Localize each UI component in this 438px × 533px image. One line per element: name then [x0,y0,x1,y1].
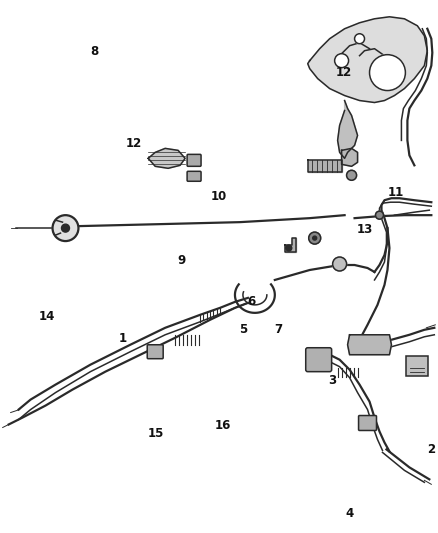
Polygon shape [285,238,296,252]
Circle shape [335,54,349,68]
Text: 5: 5 [239,322,247,336]
Circle shape [286,245,292,251]
Text: 12: 12 [336,66,352,79]
Circle shape [355,34,364,44]
Text: 13: 13 [357,223,373,236]
FancyBboxPatch shape [187,155,201,166]
Polygon shape [348,335,392,355]
Polygon shape [308,17,427,102]
Text: 6: 6 [247,295,256,308]
Circle shape [346,171,357,180]
Text: 11: 11 [388,185,404,199]
Polygon shape [342,148,357,166]
Text: 1: 1 [119,332,127,345]
Circle shape [53,215,78,241]
FancyBboxPatch shape [306,348,332,372]
Circle shape [61,224,70,232]
Circle shape [313,236,317,240]
Text: 12: 12 [126,137,142,150]
Circle shape [375,211,384,219]
Text: 8: 8 [90,45,99,58]
FancyBboxPatch shape [187,171,201,181]
Text: 10: 10 [211,190,227,203]
Circle shape [332,257,346,271]
Circle shape [370,55,406,91]
Text: 2: 2 [427,443,435,456]
Circle shape [309,232,321,244]
Text: 14: 14 [39,311,55,324]
Text: 4: 4 [346,507,354,520]
Polygon shape [338,101,357,158]
Text: 15: 15 [148,427,164,440]
FancyBboxPatch shape [359,416,377,431]
Polygon shape [308,160,342,172]
Text: 9: 9 [178,254,186,266]
Text: 7: 7 [274,322,282,336]
Text: 16: 16 [215,419,232,432]
FancyBboxPatch shape [406,356,428,376]
Polygon shape [148,148,185,168]
Text: 3: 3 [328,374,336,387]
FancyBboxPatch shape [147,345,163,359]
